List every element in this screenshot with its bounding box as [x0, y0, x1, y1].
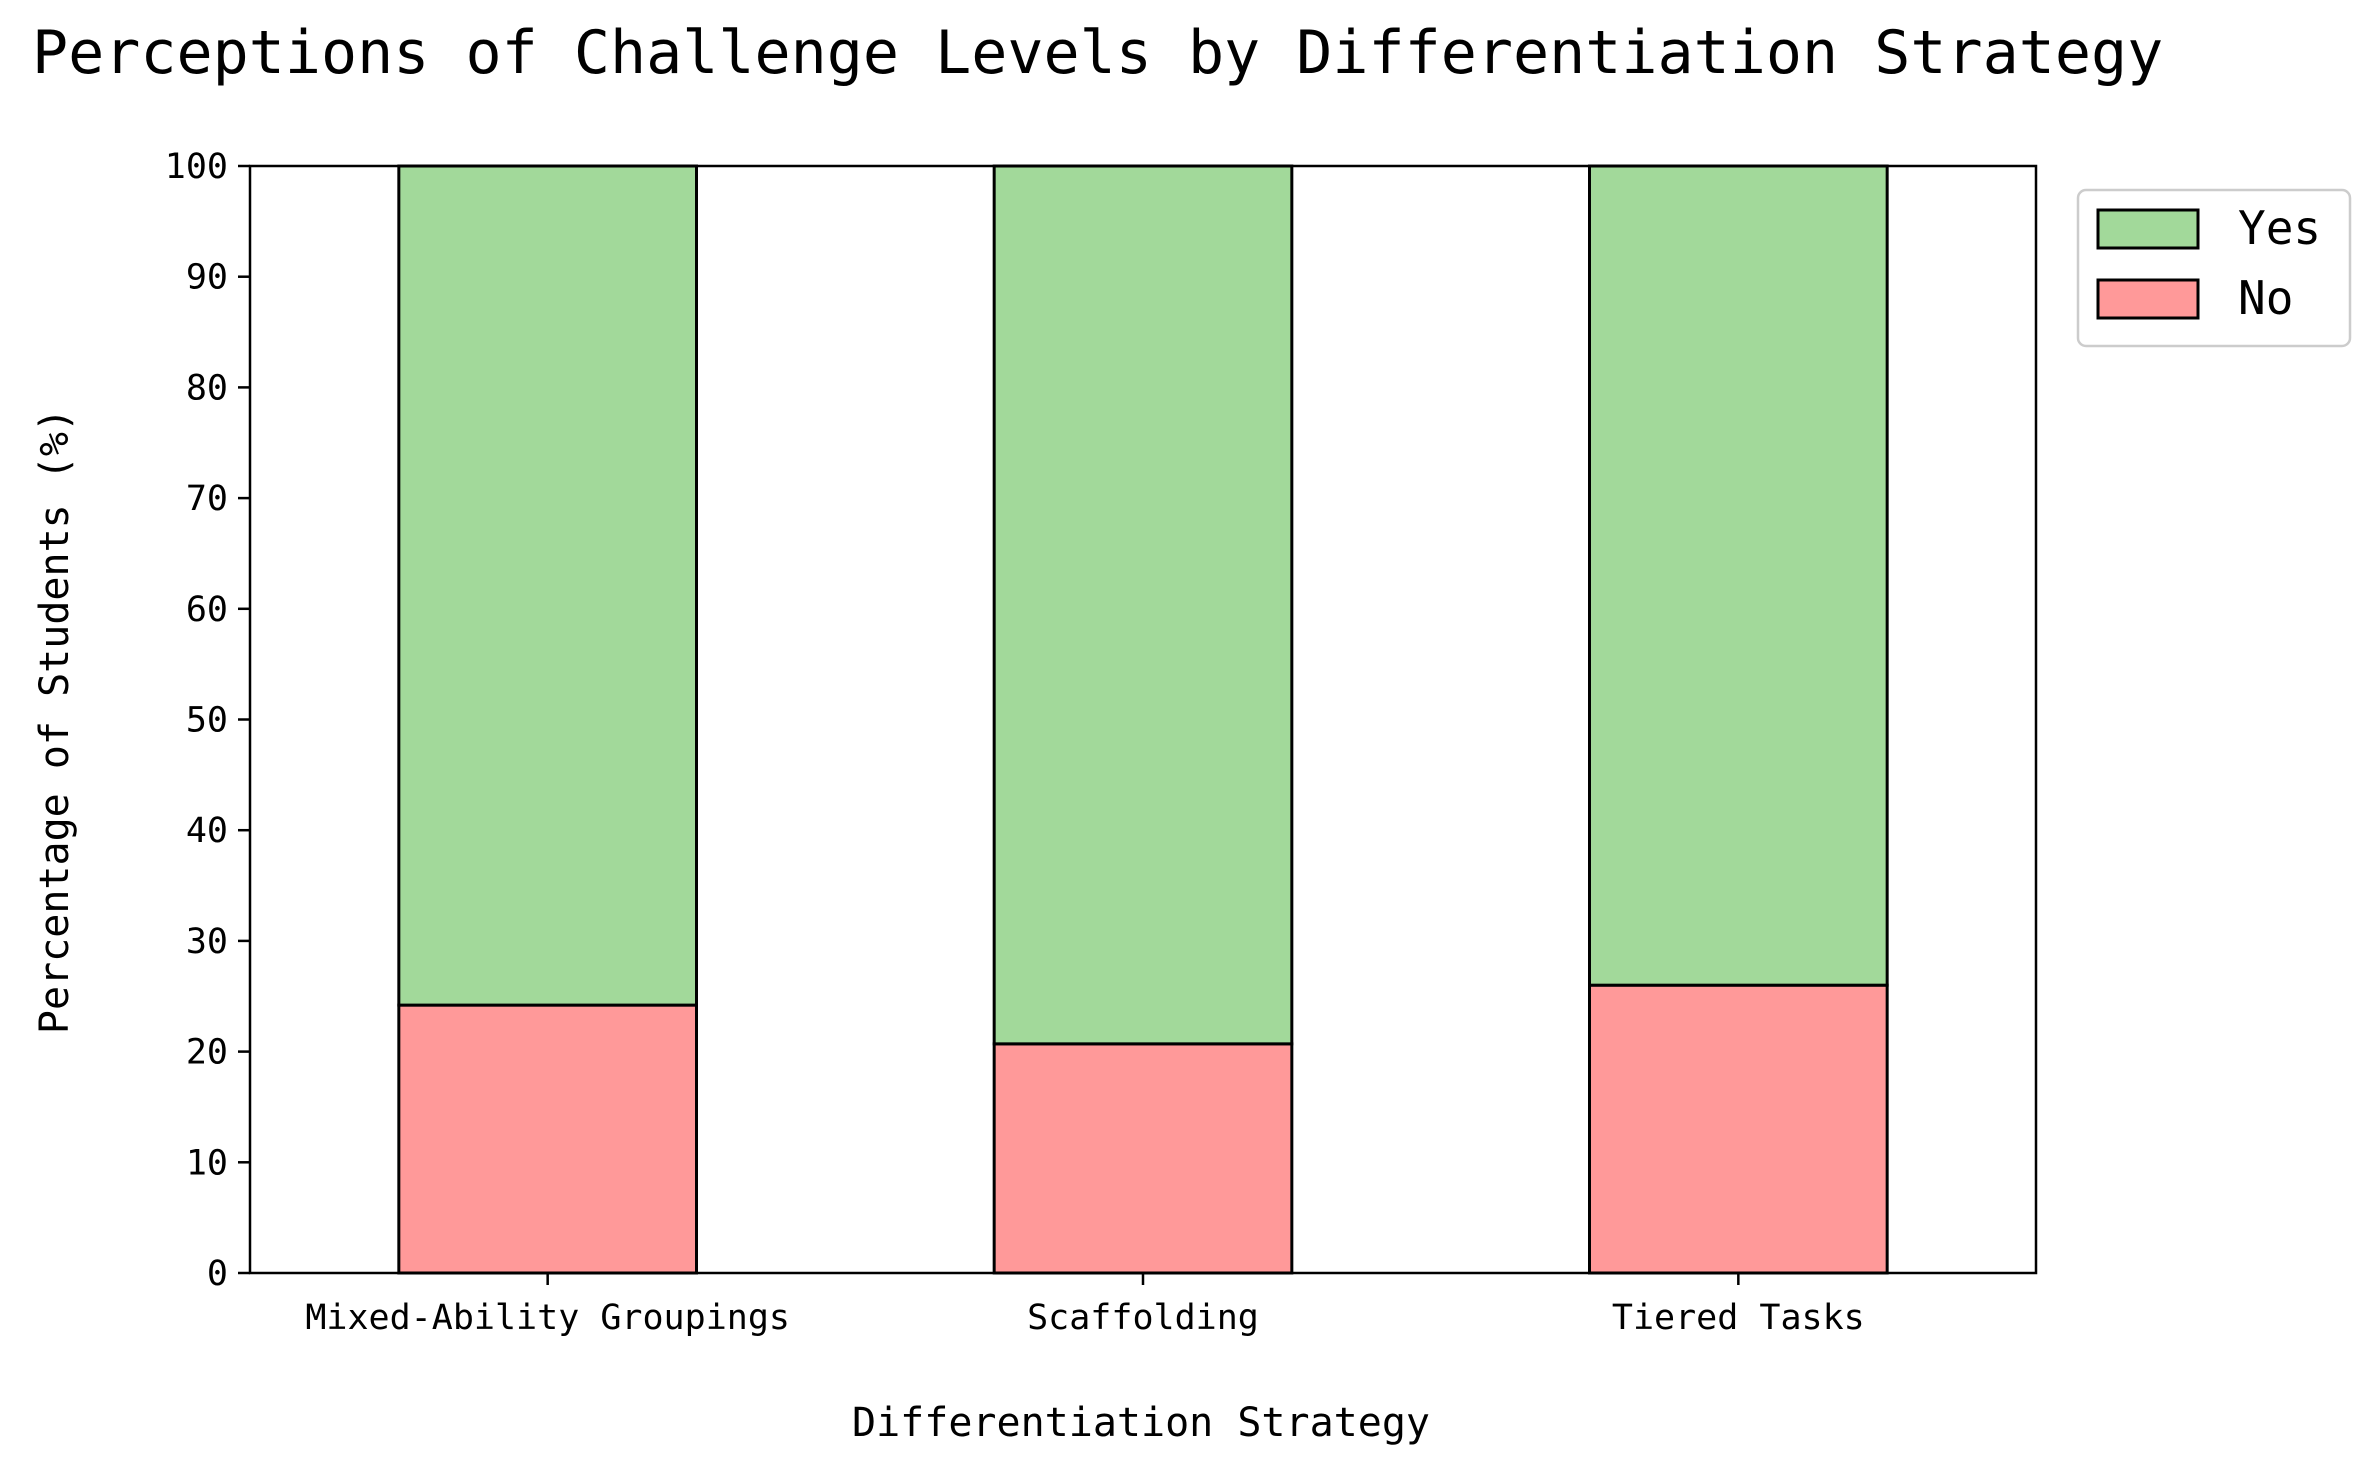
y-tick-label: 10	[186, 1143, 228, 1183]
x-axis-label: Differentiation Strategy	[852, 1400, 1430, 1446]
y-tick-label: 50	[186, 701, 228, 741]
y-axis-label: Percentage of Students (%)	[32, 408, 78, 1034]
legend-swatch-yes	[2096, 208, 2200, 250]
y-tick-label: 60	[186, 590, 228, 630]
chart-title: Perceptions of Challenge Levels by Diffe…	[32, 18, 2163, 88]
x-tick-label: Mixed-Ability Groupings	[305, 1298, 790, 1338]
y-tick-label: 100	[165, 147, 228, 187]
y-tick-label: 90	[186, 258, 228, 298]
y-tick-label: 30	[186, 922, 228, 962]
bar-no-2	[1588, 983, 1889, 1275]
bar-yes-2	[1588, 164, 1889, 987]
plot-area: Mixed-Ability Groupings Scaffolding Tiered…	[165, 147, 2038, 1338]
y-tick-label: 0	[207, 1254, 228, 1294]
legend-swatch-no	[2096, 278, 2200, 320]
plot-frame	[248, 164, 2038, 1275]
bar-no-0	[397, 1003, 698, 1275]
legend: Yes No	[2076, 188, 2352, 348]
x-tick-label: Tiered Tasks	[1612, 1298, 1865, 1338]
legend-label-yes: Yes	[2238, 201, 2321, 255]
bar-yes-1	[992, 164, 1294, 1046]
y-tick-label: 70	[186, 479, 228, 519]
x-tick-label: Scaffolding	[1027, 1298, 1259, 1338]
legend-label-no: No	[2238, 271, 2293, 325]
bar-no-1	[992, 1042, 1294, 1275]
y-tick-label: 20	[186, 1033, 228, 1073]
y-tick-label: 80	[186, 368, 228, 408]
y-tick-label: 40	[186, 811, 228, 851]
bar-yes-0	[397, 164, 698, 1007]
